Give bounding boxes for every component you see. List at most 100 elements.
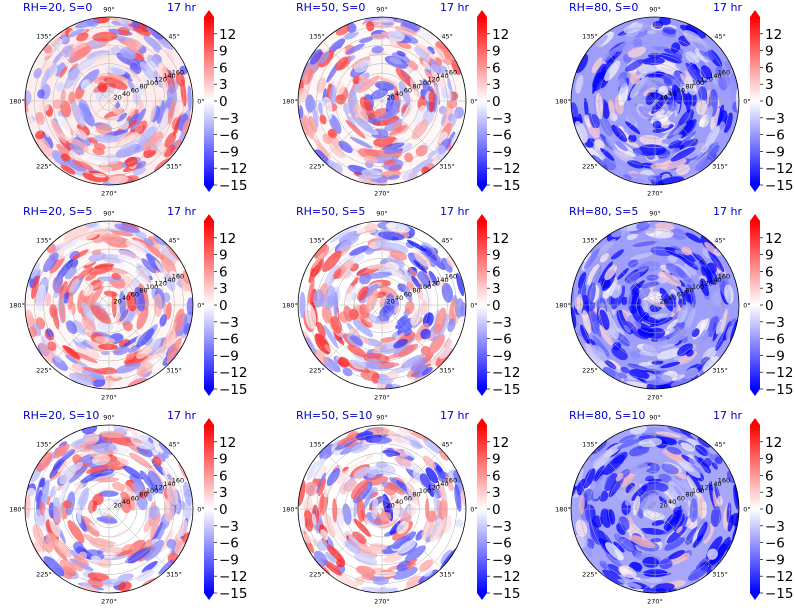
field-cell	[77, 361, 88, 368]
field-cell	[688, 457, 706, 475]
field-cell	[167, 98, 176, 125]
polar-axis-outline	[570, 220, 740, 390]
field-cell	[116, 112, 128, 122]
angle-tick-label: 315°	[712, 571, 728, 579]
field-cell	[666, 446, 682, 455]
colorbar-tick-label: −15	[219, 178, 248, 194]
field-cell	[684, 289, 690, 303]
field-cell	[332, 268, 342, 280]
panel-time-label: 17 hr	[713, 205, 742, 218]
colorbar-tick-label: −6	[492, 128, 512, 144]
field-cell	[54, 538, 72, 558]
field-cell	[455, 298, 465, 318]
angle-tick-label: 135°	[309, 32, 325, 40]
radial-tick-label: 40	[395, 90, 403, 98]
field-cell	[456, 272, 465, 297]
field-cell	[323, 324, 339, 349]
field-cell	[345, 479, 357, 492]
colorbar-tick-label: 12	[219, 231, 236, 247]
radial-tick-label: 140	[436, 72, 448, 80]
field-cell	[598, 55, 616, 79]
radial-tick-label: 140	[436, 276, 448, 284]
radial-tick-label: 100	[146, 79, 158, 87]
colorbar-extend-min	[204, 593, 214, 600]
field-cell	[706, 262, 717, 274]
field-cell	[383, 146, 400, 155]
radial-tick-label: 80	[139, 491, 147, 499]
field-cell	[25, 494, 31, 520]
field-cell	[626, 233, 638, 241]
field-cell	[696, 521, 708, 541]
field-cell	[119, 47, 137, 60]
field-cell	[83, 261, 96, 269]
colorbar-tick-label: −6	[219, 332, 239, 348]
field-cell	[164, 272, 176, 292]
field-cell	[46, 328, 54, 338]
colorbar-tick-label: 12	[765, 27, 782, 43]
field-cell	[157, 96, 162, 108]
colorbar-tick-label: 12	[492, 27, 509, 43]
polar-axis-outline	[570, 16, 740, 186]
field-cell	[670, 377, 691, 389]
field-cell	[124, 156, 138, 167]
field-cell	[328, 47, 346, 66]
radial-tick-label: 20	[659, 501, 667, 509]
colorbar-tick-label: 9	[765, 452, 774, 468]
field-cell	[353, 104, 369, 124]
field-cell	[118, 133, 141, 148]
field-cell	[389, 125, 407, 136]
field-cell	[106, 72, 127, 81]
field-cell	[662, 449, 685, 461]
field-cell	[593, 465, 605, 482]
field-cell	[411, 119, 429, 140]
colorbar-tick-label: 3	[765, 485, 774, 501]
field-cell	[438, 482, 446, 503]
field-cell	[670, 42, 681, 53]
field-cell	[589, 441, 611, 462]
angle-tick-label: 225°	[582, 163, 598, 171]
field-cell	[617, 267, 629, 280]
field-cell	[623, 105, 636, 125]
field-cell	[675, 164, 691, 176]
field-cell	[320, 529, 329, 541]
field-cell	[338, 140, 353, 153]
field-cell	[685, 24, 706, 39]
colorbar-gradient	[477, 17, 487, 185]
field-cell	[592, 34, 608, 49]
field-cell	[318, 101, 324, 115]
field-cell	[707, 250, 725, 272]
field-cell	[322, 96, 333, 121]
field-cell	[424, 68, 432, 79]
radial-tick-label: 100	[419, 487, 431, 495]
colorbar-tick-label: 0	[219, 94, 228, 110]
field-cell	[630, 463, 649, 475]
radial-tick-label: 60	[404, 86, 412, 94]
field-cell	[591, 57, 603, 74]
field-cell	[411, 158, 434, 173]
field-cell	[445, 475, 454, 492]
field-cell	[135, 160, 147, 169]
grid-spoke	[654, 100, 715, 161]
field-cell	[616, 489, 627, 500]
field-cell	[388, 30, 406, 39]
field-cell	[628, 173, 657, 180]
field-cell	[429, 518, 443, 543]
angle-tick-label: 0°	[743, 98, 750, 106]
grid-spoke	[654, 304, 715, 365]
field-cell	[298, 511, 306, 530]
angle-tick-label: 90°	[376, 414, 388, 422]
angle-tick-label: 225°	[36, 571, 52, 579]
field-cell	[655, 431, 682, 438]
field-cell	[92, 147, 105, 156]
angle-tick-label: 135°	[36, 32, 52, 40]
field-cell	[639, 527, 666, 535]
radial-tick-label: 140	[163, 276, 175, 284]
field-cell	[106, 115, 120, 122]
field-cell	[405, 66, 414, 74]
field-cell	[35, 111, 46, 126]
field-cell	[49, 485, 56, 499]
field-cell	[128, 452, 152, 469]
field-cell	[71, 101, 85, 128]
